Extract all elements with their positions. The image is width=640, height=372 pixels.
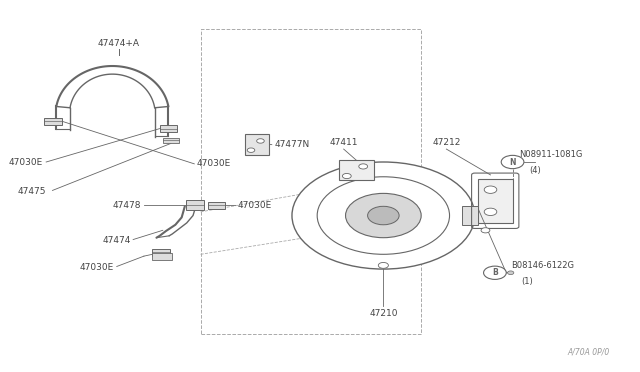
Bar: [478, 179, 513, 223]
Circle shape: [247, 148, 255, 153]
Text: 47212: 47212: [432, 138, 461, 147]
Circle shape: [484, 266, 506, 279]
Text: 47030E: 47030E: [238, 201, 272, 210]
Circle shape: [359, 164, 367, 169]
Text: 47477N: 47477N: [275, 140, 310, 149]
Bar: [339, 160, 374, 180]
Text: 47030E: 47030E: [196, 159, 230, 169]
Text: 47474: 47474: [103, 236, 131, 245]
Bar: [200, 29, 421, 334]
Text: 47030E: 47030E: [9, 157, 43, 167]
Text: 47475: 47475: [18, 187, 46, 196]
Circle shape: [378, 262, 388, 268]
Text: (4): (4): [529, 166, 541, 175]
Text: 47411: 47411: [330, 138, 358, 147]
Text: 47210: 47210: [369, 309, 397, 318]
Circle shape: [257, 139, 264, 143]
Text: 47474+A: 47474+A: [98, 39, 140, 48]
Bar: [462, 206, 478, 225]
Bar: [244, 134, 269, 155]
Text: B: B: [492, 268, 498, 277]
Bar: [44, 118, 62, 125]
Text: A/70A 0P/0: A/70A 0P/0: [567, 348, 609, 357]
Text: N08911-1081G: N08911-1081G: [519, 150, 582, 160]
Circle shape: [484, 208, 497, 215]
Text: N: N: [509, 157, 516, 167]
Circle shape: [292, 162, 475, 269]
Bar: [207, 202, 225, 209]
Circle shape: [346, 193, 421, 238]
Circle shape: [501, 155, 524, 169]
Bar: [159, 125, 177, 132]
Circle shape: [317, 177, 449, 254]
Text: B08146-6122G: B08146-6122G: [511, 261, 574, 270]
Circle shape: [484, 186, 497, 193]
Text: (1): (1): [522, 277, 533, 286]
Circle shape: [508, 271, 514, 275]
Bar: [152, 253, 172, 260]
Text: 47478: 47478: [112, 201, 141, 210]
Circle shape: [481, 228, 490, 233]
Circle shape: [367, 206, 399, 225]
Bar: [186, 201, 204, 210]
Text: 47030E: 47030E: [80, 263, 115, 272]
Bar: [152, 249, 170, 256]
Circle shape: [342, 173, 351, 179]
Bar: [163, 138, 179, 144]
